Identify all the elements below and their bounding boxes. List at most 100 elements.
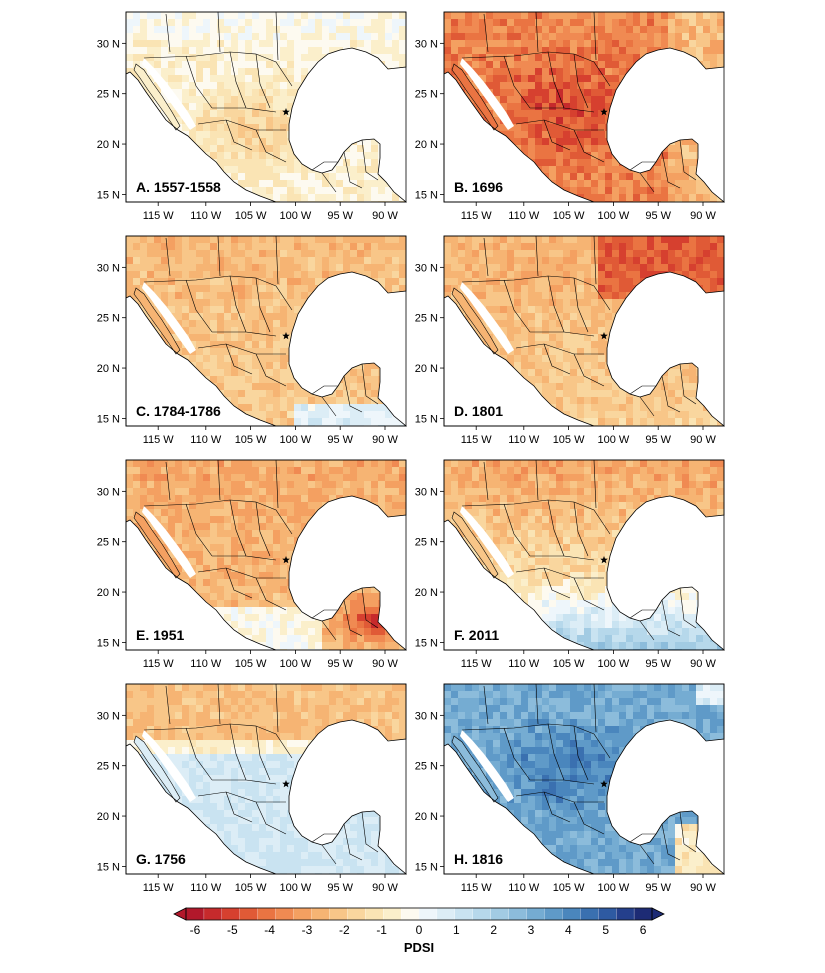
pdsi-cell bbox=[350, 278, 358, 286]
pdsi-cell bbox=[140, 460, 148, 468]
lat-tick-label: 15 N bbox=[97, 189, 120, 201]
pdsi-cell bbox=[556, 75, 564, 83]
pdsi-cell bbox=[563, 138, 571, 146]
pdsi-cell bbox=[385, 481, 393, 489]
pdsi-cell bbox=[280, 320, 288, 328]
pdsi-cell bbox=[703, 327, 711, 335]
pdsi-cell bbox=[287, 243, 295, 251]
pdsi-cell bbox=[717, 173, 724, 181]
pdsi-cell bbox=[563, 376, 571, 384]
pdsi-cell bbox=[675, 82, 683, 90]
pdsi-cell bbox=[570, 26, 578, 34]
pdsi-cell bbox=[521, 271, 529, 279]
pdsi-cell bbox=[528, 33, 536, 41]
pdsi-cell bbox=[364, 390, 372, 398]
pdsi-cell bbox=[661, 425, 669, 426]
pdsi-cell bbox=[556, 152, 564, 160]
pdsi-cell bbox=[287, 12, 295, 20]
pdsi-cell bbox=[210, 488, 218, 496]
pdsi-cell bbox=[392, 355, 400, 363]
pdsi-cell bbox=[224, 390, 232, 398]
pdsi-cell bbox=[273, 75, 281, 83]
pdsi-cell bbox=[238, 138, 246, 146]
pdsi-cell bbox=[514, 355, 522, 363]
pdsi-cell bbox=[336, 19, 344, 27]
lon-tick-label: 110 W bbox=[190, 434, 222, 446]
pdsi-cell bbox=[308, 194, 316, 202]
pdsi-cell bbox=[661, 320, 669, 328]
pdsi-cell bbox=[598, 26, 606, 34]
pdsi-cell bbox=[175, 82, 183, 90]
pdsi-cell bbox=[378, 47, 386, 55]
pdsi-cell bbox=[612, 159, 620, 167]
pdsi-cell bbox=[280, 194, 288, 202]
pdsi-cell bbox=[549, 145, 557, 153]
pdsi-cell bbox=[703, 355, 711, 363]
pdsi-cell bbox=[294, 47, 302, 55]
pdsi-cell bbox=[392, 124, 400, 132]
pdsi-cell bbox=[245, 355, 253, 363]
pdsi-cell bbox=[661, 278, 669, 286]
pdsi-cell bbox=[217, 327, 225, 335]
pdsi-cell bbox=[231, 145, 239, 153]
pdsi-cell bbox=[682, 110, 690, 118]
pdsi-cell bbox=[245, 54, 253, 62]
pdsi-cell bbox=[399, 481, 406, 489]
pdsi-cell bbox=[479, 26, 487, 34]
border-line bbox=[639, 172, 655, 193]
pdsi-cell bbox=[591, 47, 599, 55]
pdsi-cell bbox=[633, 362, 641, 370]
pdsi-cell bbox=[322, 145, 330, 153]
pdsi-cell bbox=[161, 271, 169, 279]
pdsi-cell bbox=[301, 292, 309, 300]
pdsi-cell bbox=[633, 124, 641, 132]
pdsi-cell bbox=[252, 40, 260, 48]
pdsi-cell bbox=[640, 96, 648, 104]
pdsi-cell bbox=[633, 103, 641, 111]
pdsi-cell bbox=[252, 488, 260, 496]
pdsi-cell bbox=[640, 418, 648, 426]
pdsi-cell bbox=[556, 285, 564, 293]
pdsi-cell bbox=[633, 180, 641, 188]
pdsi-cell bbox=[287, 180, 295, 188]
pdsi-cell bbox=[315, 271, 323, 279]
pdsi-cell bbox=[717, 369, 724, 377]
pdsi-cell bbox=[357, 362, 365, 370]
pdsi-cell bbox=[308, 460, 316, 468]
pdsi-cell bbox=[563, 33, 571, 41]
pdsi-cell bbox=[514, 299, 522, 307]
pdsi-cell bbox=[378, 348, 386, 356]
pdsi-cell bbox=[238, 509, 246, 517]
pdsi-cell bbox=[549, 271, 557, 279]
pdsi-cell bbox=[626, 117, 634, 125]
pdsi-cell bbox=[224, 257, 232, 265]
pdsi-cell bbox=[161, 488, 169, 496]
pdsi-cell bbox=[364, 166, 372, 174]
pdsi-cell bbox=[350, 243, 358, 251]
pdsi-cell bbox=[598, 362, 606, 370]
pdsi-cell bbox=[329, 173, 337, 181]
pdsi-cell bbox=[238, 180, 246, 188]
pdsi-cell bbox=[710, 12, 718, 20]
pdsi-cell bbox=[224, 131, 232, 139]
pdsi-cell bbox=[577, 292, 585, 300]
pdsi-cell bbox=[245, 33, 253, 41]
pdsi-cell bbox=[210, 124, 218, 132]
pdsi-cell bbox=[675, 369, 683, 377]
pdsi-cell bbox=[154, 250, 162, 258]
pdsi-cell bbox=[619, 320, 627, 328]
pdsi-cell bbox=[203, 110, 211, 118]
pdsi-cell bbox=[493, 299, 501, 307]
pdsi-cell bbox=[654, 362, 662, 370]
pdsi-cell bbox=[364, 131, 372, 139]
pdsi-cell bbox=[308, 82, 316, 90]
pdsi-cell bbox=[682, 40, 690, 48]
pdsi-cell bbox=[710, 61, 718, 69]
border-line bbox=[461, 275, 611, 311]
pdsi-cell bbox=[329, 145, 337, 153]
pdsi-cell bbox=[252, 271, 260, 279]
pdsi-cell bbox=[378, 103, 386, 111]
pdsi-cell bbox=[189, 236, 197, 244]
pdsi-cell bbox=[682, 355, 690, 363]
